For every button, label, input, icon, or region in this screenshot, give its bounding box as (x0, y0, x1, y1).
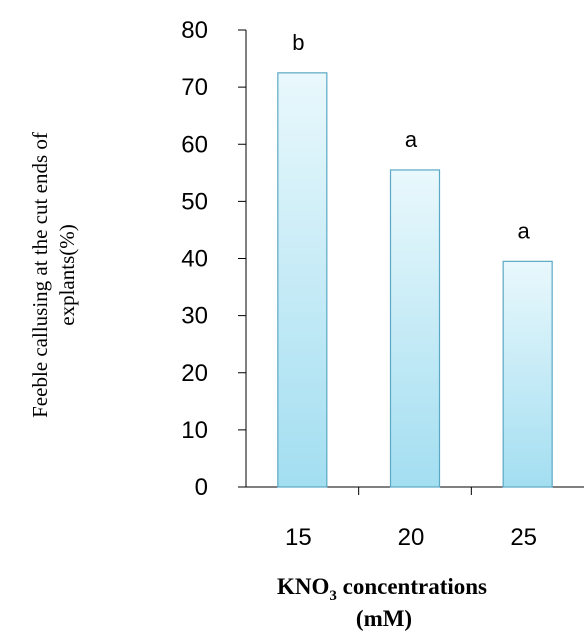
x-axis-title: KNO3 concentrations (277, 574, 487, 604)
y-tick-label: 60 (181, 131, 208, 158)
y-axis-title-line1: Feeble callusing at the cut ends of (28, 132, 52, 418)
y-tick-label: 10 (181, 417, 208, 444)
bar-15 (277, 72, 328, 488)
y-axis-title: Feeble callusing at the cut ends of expl… (28, 132, 79, 418)
bars: b a a (277, 30, 553, 488)
significance-label: a (518, 218, 531, 243)
x-axis-title-main: KNO (277, 574, 329, 599)
bar-20 (389, 169, 441, 488)
x-tick-label: 25 (510, 524, 537, 551)
y-tick-label: 80 (181, 17, 208, 44)
y-tick-label: 50 (181, 188, 208, 215)
x-axis: 15 20 25 (246, 486, 584, 551)
y-tick-label: 70 (181, 74, 208, 101)
x-axis-title-subscript: 3 (329, 588, 337, 604)
y-tick-label: 40 (181, 246, 208, 273)
x-tick-label: 20 (398, 524, 425, 551)
bar-25 (502, 260, 553, 488)
x-axis-title-line2: (mM) (356, 606, 412, 631)
y-axis-title-line2: explants(%) (55, 224, 79, 325)
x-tick-label: 15 (285, 524, 312, 551)
x-axis-title-rest: concentrations (337, 574, 487, 599)
y-tick-label: 20 (181, 360, 208, 387)
significance-label: a (405, 127, 418, 152)
y-tick-label: 30 (181, 303, 208, 330)
significance-label: b (292, 30, 304, 55)
y-axis: 0 10 20 30 40 50 60 70 80 (181, 17, 247, 501)
y-tick-label: 0 (195, 474, 208, 501)
